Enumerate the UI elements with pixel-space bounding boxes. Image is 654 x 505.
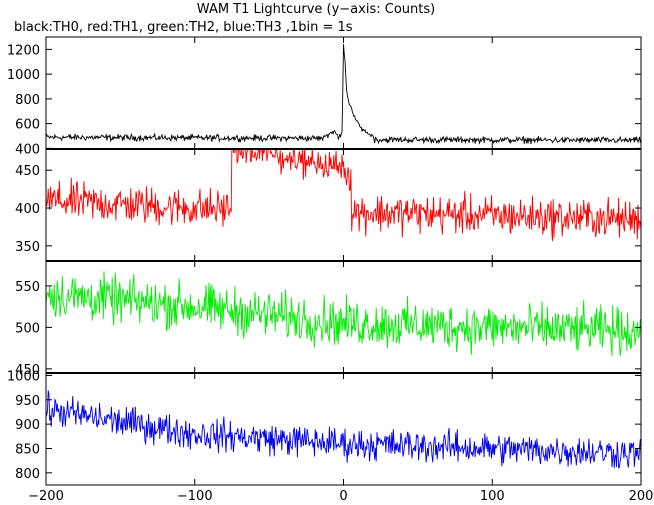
- y-tick-label: 400: [15, 142, 40, 157]
- plot-area: 4006008001000120035040045045050055080085…: [7, 36, 654, 504]
- x-tick-label: −200: [28, 489, 64, 504]
- y-tick-label: 550: [15, 280, 40, 295]
- y-tick-label: 350: [15, 240, 40, 255]
- y-tick-label: 450: [15, 363, 40, 378]
- y-tick-label: 900: [15, 418, 40, 433]
- x-tick-label: 100: [480, 489, 505, 504]
- chart-title: WAM T1 Lightcurve (y−axis: Counts): [197, 2, 435, 17]
- series-th0: [46, 44, 641, 145]
- y-tick-label: 800: [15, 467, 40, 482]
- chart-subtitle: black:TH0, red:TH1, green:TH2, blue:TH3 …: [14, 20, 353, 35]
- x-tick-label: 200: [629, 489, 654, 504]
- panel-frame-th3: [45, 372, 642, 486]
- y-tick-label: 500: [15, 321, 40, 336]
- y-tick-label: 600: [15, 118, 40, 133]
- series-th2: [46, 271, 641, 356]
- y-tick-label: 1000: [7, 369, 40, 384]
- series-th3: [46, 390, 641, 469]
- panel-frame-th2: [45, 260, 642, 374]
- y-tick-label: 400: [15, 202, 40, 217]
- y-tick-label: 450: [15, 164, 40, 179]
- y-tick-label: 1000: [7, 68, 40, 83]
- x-tick-label: −100: [177, 489, 213, 504]
- y-tick-label: 850: [15, 442, 40, 457]
- y-tick-label: 800: [15, 93, 40, 108]
- x-tick-label: 0: [339, 489, 347, 504]
- y-tick-label: 950: [15, 394, 40, 409]
- y-tick-label: 1200: [7, 43, 40, 58]
- series-th1: [46, 149, 641, 242]
